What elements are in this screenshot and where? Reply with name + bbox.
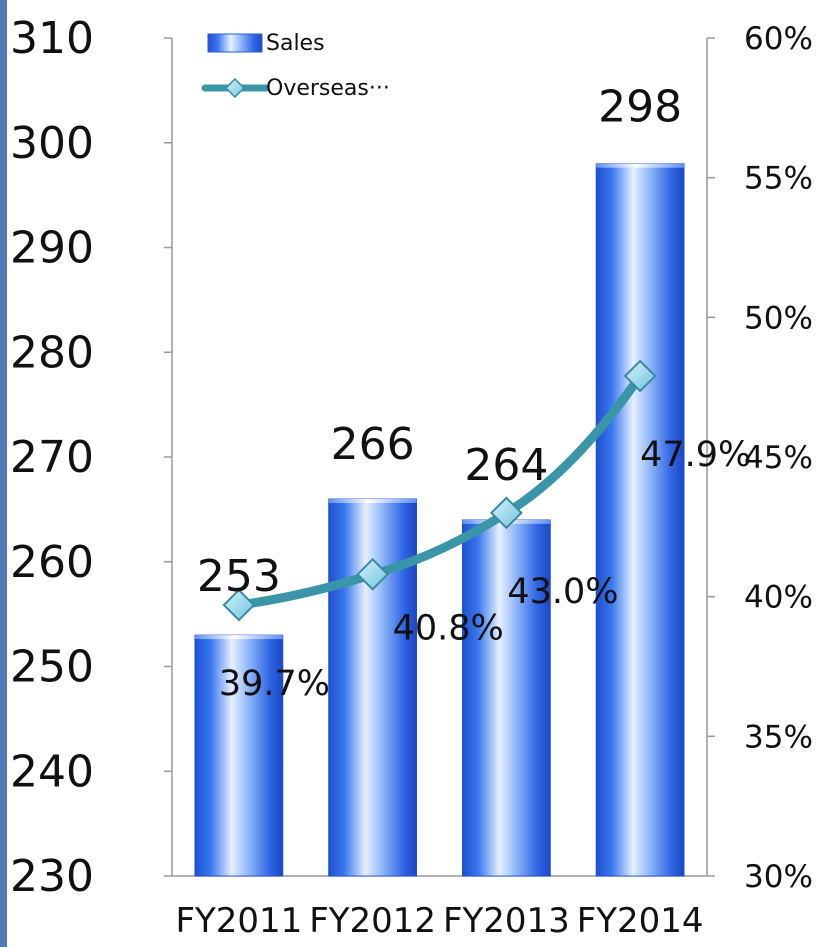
right-tick-label: 55% xyxy=(744,161,813,197)
legend-overseas-label: Overseas··· xyxy=(266,76,390,101)
left-edge-strip xyxy=(0,0,7,947)
sales-bar xyxy=(194,634,284,877)
left-tick-label: 250 xyxy=(10,642,94,693)
category-label: FY2012 xyxy=(309,901,436,941)
overseas-data-label: 40.8% xyxy=(393,608,504,648)
category-label: FY2013 xyxy=(443,901,570,941)
sales-data-labels: 253 266 264 298 xyxy=(197,82,682,602)
left-tick-label: 260 xyxy=(10,537,94,588)
category-label: FY2011 xyxy=(175,901,302,941)
sales-bar xyxy=(461,519,551,877)
sales-bar xyxy=(328,498,418,877)
overseas-data-label: 39.7% xyxy=(219,664,330,704)
right-tick-label: 50% xyxy=(744,300,813,336)
right-tick-label: 45% xyxy=(744,440,813,476)
right-tick-label: 35% xyxy=(744,719,813,755)
sales-bar xyxy=(595,163,685,877)
legend: Sales Overseas··· xyxy=(201,31,390,101)
sales-bar-cap xyxy=(328,498,417,503)
category-label: FY2014 xyxy=(577,901,704,941)
left-tick-label: 230 xyxy=(10,851,94,902)
category-labels: FY2011 FY2012 FY2013 FY2014 xyxy=(175,901,703,941)
left-tick-label: 310 xyxy=(10,13,94,64)
overseas-data-labels: 39.7% 40.8%43.0% 47.9% xyxy=(219,435,751,704)
overseas-line-series xyxy=(222,359,657,622)
left-axis-ticks: 230 240 250 260 270 280 290 300 310 xyxy=(10,13,172,902)
left-tick-label: 270 xyxy=(10,432,94,483)
overseas-data-label: 47.9% xyxy=(640,435,751,475)
right-tick-label: 60% xyxy=(744,21,813,57)
right-axis-ticks: 30% 35% 40% 45% 50% 55% 60% xyxy=(707,21,813,895)
sales-data-label: 264 xyxy=(464,440,548,491)
right-tick-label: 40% xyxy=(744,580,813,616)
overseas-line xyxy=(234,371,645,610)
legend-overseas-diamond-icon xyxy=(224,77,246,99)
overseas-point xyxy=(222,588,256,622)
overseas-point xyxy=(489,496,523,530)
right-tick-label: 30% xyxy=(744,859,813,895)
legend-sales-swatch xyxy=(207,33,263,53)
sales-bars xyxy=(194,163,685,877)
overseas-data-label: 43.0% xyxy=(507,572,618,612)
left-tick-label: 300 xyxy=(10,118,94,169)
left-tick-label: 240 xyxy=(10,746,94,797)
sales-data-label: 266 xyxy=(331,419,415,470)
sales-bar-cap xyxy=(596,163,685,168)
overseas-point xyxy=(623,359,657,393)
left-tick-label: 290 xyxy=(10,223,94,274)
legend-sales-label: Sales xyxy=(266,31,325,56)
overseas-point xyxy=(356,557,390,591)
left-tick-label: 280 xyxy=(10,327,94,378)
sales-data-label: 253 xyxy=(197,551,281,602)
sales-bar-cap xyxy=(194,635,283,640)
sales-data-label: 298 xyxy=(598,82,682,133)
